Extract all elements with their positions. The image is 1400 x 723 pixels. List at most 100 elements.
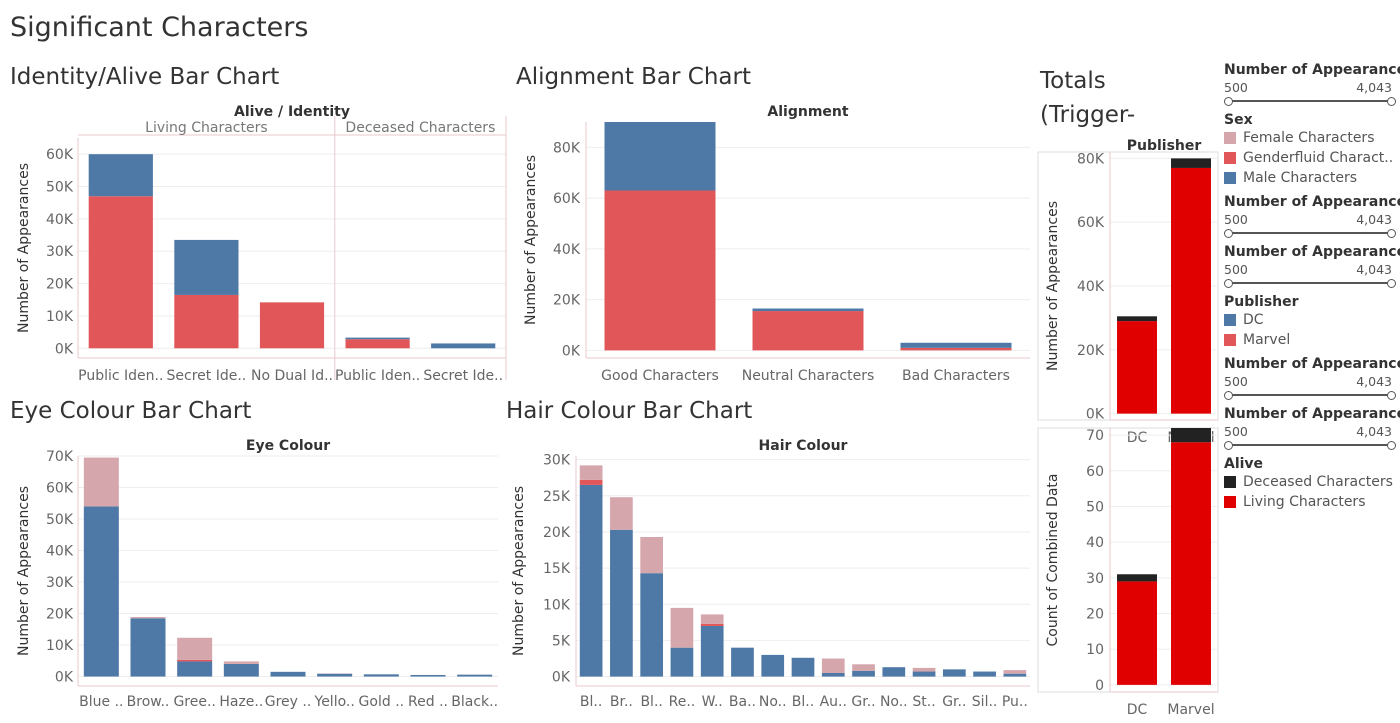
identity-y-tick-label: 50K: [46, 180, 74, 196]
slider-max-handle[interactable]: [1387, 229, 1396, 238]
totals2-bar-segment[interactable]: [1171, 428, 1211, 443]
eye-bar-segment[interactable]: [130, 617, 166, 619]
hair-bar-segment[interactable]: [852, 670, 875, 677]
hair-bar-segment[interactable]: [610, 529, 633, 677]
slider-min-handle[interactable]: [1224, 391, 1233, 400]
totals2-bar-segment[interactable]: [1171, 442, 1211, 685]
eye-bar-segment[interactable]: [270, 671, 306, 677]
eye-bar-segment[interactable]: [83, 457, 119, 507]
eye-bar-segment[interactable]: [177, 661, 213, 677]
hair-bar-segment[interactable]: [791, 657, 815, 677]
eye-bar-segment[interactable]: [363, 674, 399, 677]
totals1-bar-segment[interactable]: [1117, 316, 1157, 322]
appearances-range-filter[interactable]: 500 4,043: [1224, 212, 1396, 238]
identity-bar-segment[interactable]: [174, 294, 239, 349]
hair-bar-segment[interactable]: [942, 669, 966, 677]
eye-x-tick-label: Grey ..: [265, 694, 312, 710]
slider-min-handle[interactable]: [1224, 279, 1233, 288]
eye-chart[interactable]: 0K 10K 20K 30K 40K 50K 60K 70K Number of Appeara…: [16, 438, 498, 710]
slider-track[interactable]: [1224, 279, 1396, 288]
slider-max-handle[interactable]: [1387, 97, 1396, 106]
appearances-range-filter[interactable]: 500 4,043: [1224, 374, 1396, 400]
slider-track[interactable]: [1224, 391, 1396, 400]
identity-bar-segment[interactable]: [88, 154, 153, 197]
hair-bar-segment[interactable]: [731, 647, 754, 677]
alignment-bar-segment[interactable]: [604, 122, 716, 191]
eye-bar-segment[interactable]: [223, 661, 259, 664]
eye-bar-segment[interactable]: [130, 618, 166, 677]
hair-bar-segment[interactable]: [700, 614, 724, 624]
legend-item[interactable]: Genderfluid Charact..: [1224, 148, 1396, 168]
identity-bar-segment[interactable]: [88, 196, 153, 349]
hair-bar-segment[interactable]: [912, 671, 936, 677]
slider-max-handle[interactable]: [1387, 391, 1396, 400]
eye-bar-segment[interactable]: [317, 673, 353, 677]
alignment-bar-segment[interactable]: [604, 190, 716, 351]
slider-track[interactable]: [1224, 229, 1396, 238]
legend-item[interactable]: DC: [1224, 310, 1396, 330]
slider-track[interactable]: [1224, 97, 1396, 106]
totals1-bar-segment[interactable]: [1117, 321, 1157, 414]
hair-bar-segment[interactable]: [670, 607, 694, 648]
totals2-bar-segment[interactable]: [1117, 574, 1157, 582]
totals1-y-tick-label: 0K: [1086, 407, 1105, 423]
alignment-bar-segment[interactable]: [900, 347, 1012, 351]
slider-min-handle[interactable]: [1224, 97, 1233, 106]
slider-min-handle[interactable]: [1224, 229, 1233, 238]
hair-bar-segment[interactable]: [761, 654, 785, 677]
hair-bar-segment[interactable]: [821, 672, 845, 677]
hair-bar-segment[interactable]: [882, 667, 906, 677]
hair-bar-segment[interactable]: [640, 573, 664, 677]
hair-bar-segment[interactable]: [852, 664, 875, 671]
hair-bar-segment[interactable]: [670, 647, 694, 677]
hair-bar-segment[interactable]: [640, 537, 664, 574]
hair-bar-segment[interactable]: [579, 465, 603, 480]
hair-bar-segment[interactable]: [700, 625, 724, 677]
alignment-bar-segment[interactable]: [900, 342, 1012, 348]
totals2-chart[interactable]: 0 10 20 30 40 50 60 70 Count of Combined Data DC M…: [1037, 427, 1219, 718]
alignment-chart[interactable]: 0K 20K 40K 60K 80K Number of Appearances Align…: [523, 104, 1030, 384]
totals2-bar-segment[interactable]: [1117, 581, 1157, 685]
totals1-bar-segment[interactable]: [1171, 158, 1211, 168]
slider-max-handle[interactable]: [1387, 279, 1396, 288]
identity-bar-segment[interactable]: [174, 239, 239, 295]
hair-bar-segment[interactable]: [579, 479, 603, 485]
hair-bar-segment[interactable]: [912, 667, 936, 672]
hair-bar-segment[interactable]: [1003, 673, 1027, 677]
hair-y-tick-label: 30K: [543, 453, 571, 469]
alignment-bar-segment[interactable]: [752, 311, 864, 351]
eye-bar-segment[interactable]: [177, 659, 213, 662]
identity-bar-segment[interactable]: [431, 343, 496, 349]
identity-bar-segment[interactable]: [345, 339, 410, 349]
eye-bar-segment[interactable]: [223, 663, 259, 677]
appearances-range-filter[interactable]: 500 4,043: [1224, 80, 1396, 106]
totals1-bar-segment[interactable]: [1171, 167, 1211, 414]
hair-bar-segment[interactable]: [579, 484, 603, 677]
appearances-range-filter[interactable]: 500 4,043: [1224, 424, 1396, 450]
appearances-range-filter[interactable]: 500 4,043: [1224, 262, 1396, 288]
legend-item[interactable]: Deceased Characters: [1224, 472, 1396, 492]
eye-bar-segment[interactable]: [457, 674, 493, 677]
slider-track[interactable]: [1224, 441, 1396, 450]
eye-bar-segment[interactable]: [83, 506, 119, 677]
alignment-bar-segment[interactable]: [752, 308, 864, 312]
legend-item[interactable]: Female Characters: [1224, 128, 1396, 148]
slider-min-handle[interactable]: [1224, 441, 1233, 450]
hair-bar-segment[interactable]: [821, 658, 845, 673]
eye-bar-segment[interactable]: [410, 674, 446, 677]
totals1-chart[interactable]: 0K 20K 40K 60K 80K Number of Appearances Publi…: [1037, 138, 1219, 446]
hair-chart[interactable]: 0K 5K 10K 15K 20K 25K 30K Number of Appearances…: [511, 438, 1030, 710]
identity-chart[interactable]: 0K 10K 20K 30K 40K 50K 60K Number of Appearance…: [16, 104, 507, 384]
hair-bar-segment[interactable]: [1003, 670, 1027, 674]
identity-bar-segment[interactable]: [345, 337, 410, 340]
slider-max-handle[interactable]: [1387, 441, 1396, 450]
identity-bar-segment[interactable]: [259, 302, 325, 349]
legend-item[interactable]: Living Characters: [1224, 492, 1396, 512]
legend-item[interactable]: Male Characters: [1224, 168, 1396, 188]
hair-bar-segment[interactable]: [973, 671, 996, 677]
hair-bar-segment[interactable]: [700, 623, 724, 626]
legend-item[interactable]: Marvel: [1224, 330, 1396, 350]
eye-bar-segment[interactable]: [177, 637, 213, 660]
hair-bar-segment[interactable]: [610, 497, 633, 530]
